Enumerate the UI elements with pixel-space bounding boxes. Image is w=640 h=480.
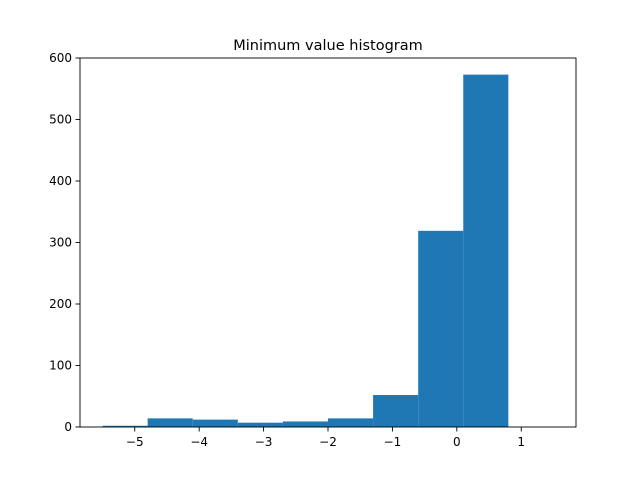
histogram-bar-6 [373, 395, 419, 427]
histogram-bar-7 [418, 230, 464, 427]
x-axis: −5 −4 −3 −2 −1 0 1 [126, 427, 525, 449]
y-tick-label: 600 [49, 51, 72, 65]
x-tick-label: −5 [126, 435, 144, 449]
x-tick-label: −3 [255, 435, 273, 449]
x-tick-label: −1 [384, 435, 402, 449]
x-tick-label: 0 [453, 435, 461, 449]
y-tick-label: 200 [49, 297, 72, 311]
histogram-bars [102, 74, 509, 428]
histogram-bar-3 [237, 422, 283, 427]
histogram-bar-5 [328, 418, 374, 427]
histogram-bar-0 [102, 425, 148, 427]
y-axis: 0 100 200 300 400 500 600 [49, 51, 80, 434]
histogram-bar-8 [463, 74, 509, 428]
histogram-bar-1 [147, 418, 193, 427]
x-tick-label: 1 [517, 435, 525, 449]
y-tick-label: 0 [64, 420, 72, 434]
x-tick-label: −2 [319, 435, 337, 449]
histogram-bar-4 [282, 421, 328, 427]
y-tick-label: 400 [49, 174, 72, 188]
y-tick-label: 300 [49, 236, 72, 250]
y-tick-label: 500 [49, 113, 72, 127]
chart-title: Minimum value histogram [233, 38, 423, 54]
x-tick-label: −4 [190, 435, 208, 449]
y-tick-label: 100 [49, 359, 72, 373]
histogram-bar-2 [192, 419, 238, 427]
